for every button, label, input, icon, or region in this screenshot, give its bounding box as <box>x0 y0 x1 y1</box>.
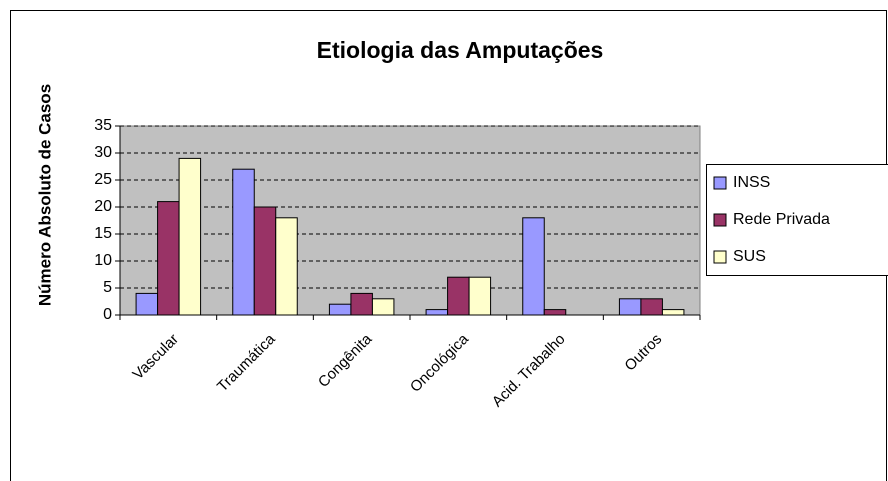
bar <box>328 303 352 316</box>
bar <box>640 298 663 316</box>
y-tick-label: 35 <box>94 117 112 134</box>
bar <box>371 298 395 316</box>
bar <box>275 217 298 316</box>
y-tick-label: 0 <box>103 306 112 323</box>
y-tick-label: 20 <box>94 198 112 215</box>
bar <box>157 201 180 316</box>
y-tick-label: 10 <box>94 252 112 269</box>
legend-label: SUS <box>733 248 766 265</box>
chart-title: Etiologia das Amputações <box>317 37 604 63</box>
legend-label: INSS <box>733 174 770 191</box>
y-tick-label: 25 <box>94 171 112 188</box>
bar <box>135 292 159 316</box>
y-axis-title: Número Absoluto de Casos <box>35 84 54 306</box>
bar <box>178 157 202 316</box>
bar <box>350 292 373 316</box>
bar <box>425 309 449 316</box>
legend-swatch <box>713 176 727 190</box>
legend-swatch <box>713 213 727 227</box>
bar <box>232 168 255 316</box>
bar <box>468 276 492 316</box>
bar <box>618 298 642 316</box>
bar <box>522 217 545 316</box>
y-tick-label: 5 <box>103 279 112 296</box>
legend-box <box>706 164 888 276</box>
legend-label: Rede Privada <box>733 211 830 228</box>
plot-area <box>119 125 701 316</box>
y-tick-label: 15 <box>94 225 112 242</box>
bar <box>543 309 567 316</box>
y-tick-label: 30 <box>94 144 112 161</box>
legend-swatch <box>713 250 727 264</box>
bar <box>253 206 277 316</box>
bar <box>661 309 685 316</box>
bar <box>447 276 470 316</box>
